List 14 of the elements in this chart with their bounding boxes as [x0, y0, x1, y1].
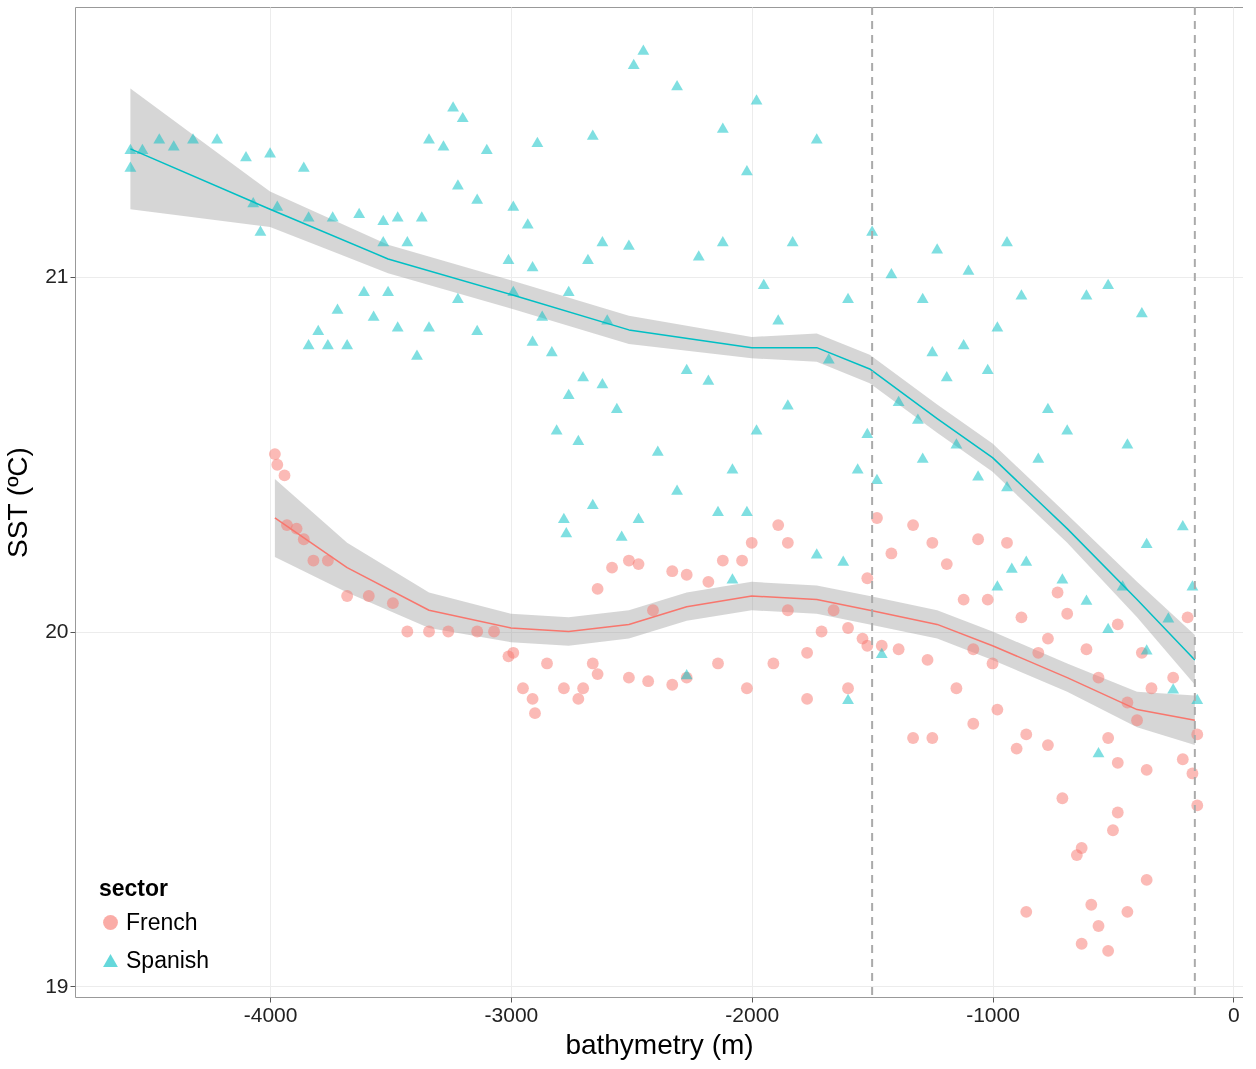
y-axis-title: SST (ºC)	[2, 447, 34, 558]
x-tick-label: -2000	[725, 1002, 780, 1026]
y-tick-label: 20	[45, 619, 69, 643]
legend-label: French	[126, 908, 198, 935]
x-tick-label: -4000	[243, 1002, 298, 1026]
x-tick-label: -3000	[484, 1002, 539, 1026]
y-tick-label: 21	[45, 264, 69, 288]
line-series	[274, 517, 1196, 721]
legend-label: Spanish	[126, 946, 210, 973]
x-tick-label: 0	[1228, 1002, 1240, 1026]
x-axis-title: bathymetry (m)	[565, 1028, 754, 1060]
y-tick-label: 19	[45, 973, 69, 997]
legend-title: sector	[99, 875, 169, 901]
x-tick-label: -1000	[966, 1002, 1020, 1026]
